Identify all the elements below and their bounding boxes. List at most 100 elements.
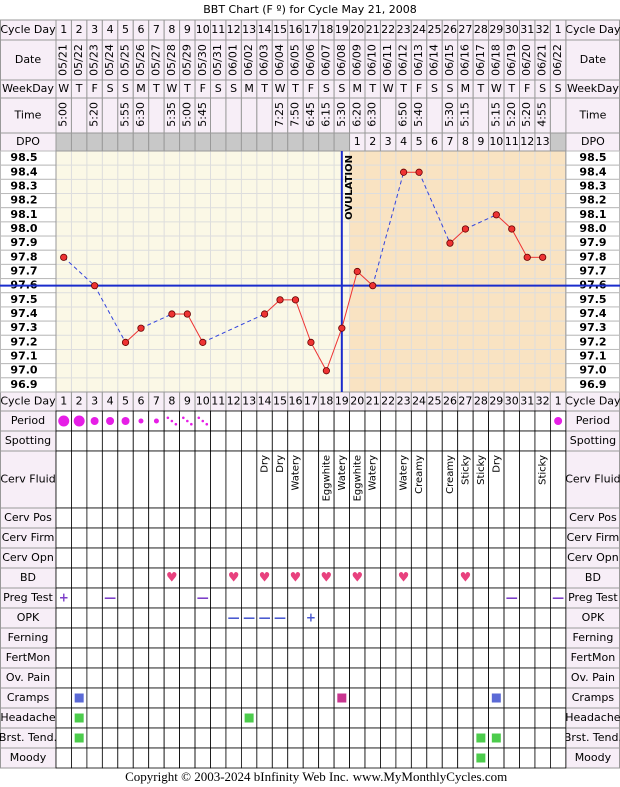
row-label: FertMon (571, 651, 616, 664)
cell (179, 527, 196, 549)
cell (472, 567, 489, 589)
cell (271, 410, 289, 432)
cell (101, 707, 119, 729)
cell (302, 587, 320, 609)
cell (101, 132, 119, 152)
cell (380, 507, 397, 529)
symptom (491, 693, 501, 703)
cell (225, 547, 242, 569)
row-label: Cerv Opn (567, 551, 619, 564)
y-tick-label: 98.1 (10, 208, 37, 221)
date: 05/30 (196, 44, 209, 76)
cell (55, 627, 72, 649)
cell (472, 527, 489, 549)
cell (163, 132, 181, 152)
cell (380, 687, 397, 709)
cell (519, 627, 536, 649)
cell (426, 587, 443, 609)
cell (410, 507, 428, 529)
y-tick-label: 97.8 (10, 250, 37, 263)
cell (148, 507, 165, 529)
cell (240, 747, 258, 769)
temp-point (121, 338, 130, 346)
cell (395, 707, 412, 729)
cell (179, 132, 196, 152)
cycle-day: 1 (555, 395, 562, 408)
cycle-day: 12 (227, 395, 241, 408)
cell (379, 97, 397, 134)
period-dot (90, 417, 99, 425)
cell (132, 132, 150, 152)
period-spot (201, 419, 205, 423)
cell (210, 567, 227, 589)
cell (550, 507, 567, 529)
cycle-day: 19 (335, 23, 349, 36)
dpo: 5 (416, 135, 423, 148)
cell (179, 627, 196, 649)
row-label: Cerv Opn (2, 551, 54, 564)
cell (117, 727, 134, 749)
period-dot (58, 415, 70, 427)
cell (71, 667, 88, 689)
cerv-fluid: Creamy (445, 455, 456, 494)
cell (318, 727, 335, 749)
cell (240, 647, 258, 669)
cerv-fluid: Watery (399, 455, 410, 491)
cell (86, 667, 103, 689)
period-spot (197, 416, 201, 420)
cell (426, 97, 443, 134)
cell (117, 607, 134, 629)
plot-border (55, 150, 567, 393)
time: 4:55 (536, 102, 549, 127)
cell (240, 507, 258, 529)
date: 05/23 (88, 44, 101, 76)
cell (457, 727, 474, 749)
cell (225, 587, 242, 609)
cell (132, 627, 150, 649)
period-spot (166, 416, 170, 420)
cell (426, 430, 443, 452)
cell (503, 567, 520, 589)
cell (117, 707, 134, 729)
date: 06/10 (366, 44, 379, 76)
weekday: T (368, 82, 376, 95)
y-tick-label: 97.5 (579, 293, 606, 306)
dpo: 6 (431, 135, 438, 148)
cell (132, 430, 150, 452)
cell (194, 507, 211, 529)
time: 6:20 (350, 102, 363, 127)
date: 06/04 (273, 44, 286, 76)
cell (410, 747, 428, 769)
temp-point (291, 296, 300, 304)
cerv-fluid: Eggwhite (352, 455, 363, 501)
cell (364, 687, 381, 709)
row-label: Ferning (8, 631, 49, 644)
cell (457, 667, 474, 689)
cell (302, 430, 320, 452)
cell (410, 707, 428, 729)
temp-segment (418, 172, 451, 244)
cycle-day: 30 (505, 23, 519, 36)
cell (534, 747, 551, 769)
cell (148, 627, 165, 649)
cell (333, 410, 350, 432)
cell (534, 607, 551, 629)
cell (349, 687, 366, 709)
cell (380, 707, 397, 729)
cell (70, 97, 88, 134)
date: 05/21 (57, 44, 70, 76)
row-label: Headache (0, 711, 56, 724)
y-tick-label: 97.8 (579, 250, 606, 263)
cell (534, 627, 551, 649)
cell (534, 707, 551, 729)
cell (271, 747, 289, 769)
date: 06/13 (412, 44, 425, 76)
cell (86, 507, 103, 529)
cell (318, 410, 335, 432)
time: 5:45 (196, 102, 209, 127)
cycle-day: 24 (412, 395, 426, 408)
cell (225, 450, 242, 509)
weekday: W (491, 82, 502, 95)
temp-point (415, 168, 423, 176)
cell (395, 687, 412, 709)
